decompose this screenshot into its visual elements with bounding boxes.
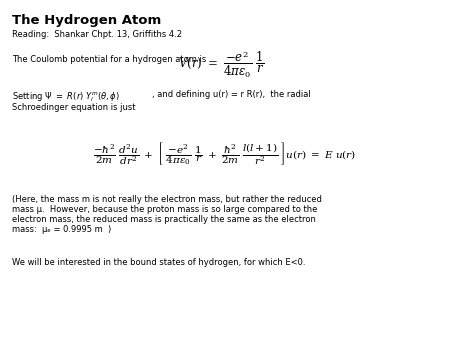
Text: Setting $\Psi\ =\ R(r)\ Y_l^m(\theta,\phi)$: Setting $\Psi\ =\ R(r)\ Y_l^m(\theta,\ph… xyxy=(12,90,120,103)
Text: mass:  μₑ = 0.9995 m  ): mass: μₑ = 0.9995 m ) xyxy=(12,225,111,234)
Text: Schroedinger equation is just: Schroedinger equation is just xyxy=(12,103,135,112)
Text: $V(r)\ =\ \dfrac{-e^2}{4\pi\varepsilon_0}\ \dfrac{1}{r}$: $V(r)\ =\ \dfrac{-e^2}{4\pi\varepsilon_0… xyxy=(178,48,265,80)
Text: We will be interested in the bound states of hydrogen, for which E<0.: We will be interested in the bound state… xyxy=(12,258,306,267)
Text: Reading:  Shankar Chpt. 13, Griffiths 4.2: Reading: Shankar Chpt. 13, Griffiths 4.2 xyxy=(12,30,182,39)
Text: $\dfrac{-\hbar^2}{2m}\ \dfrac{d^2u}{dr^2}\ +\ \left[\ \dfrac{-e^2}{4\pi\varepsil: $\dfrac{-\hbar^2}{2m}\ \dfrac{d^2u}{dr^2… xyxy=(94,140,356,167)
Text: mass μ.  However, because the proton mass is so large compared to the: mass μ. However, because the proton mass… xyxy=(12,205,317,214)
Text: , and defining u(r) = r R(r),  the radial: , and defining u(r) = r R(r), the radial xyxy=(152,90,311,99)
Text: (Here, the mass m is not really the electron mass, but rather the reduced: (Here, the mass m is not really the elec… xyxy=(12,195,322,204)
Text: electron mass, the reduced mass is practically the same as the electron: electron mass, the reduced mass is pract… xyxy=(12,215,316,224)
Text: The Coulomb potential for a hydrogen atom is: The Coulomb potential for a hydrogen ato… xyxy=(12,55,206,64)
Text: The Hydrogen Atom: The Hydrogen Atom xyxy=(12,14,161,27)
